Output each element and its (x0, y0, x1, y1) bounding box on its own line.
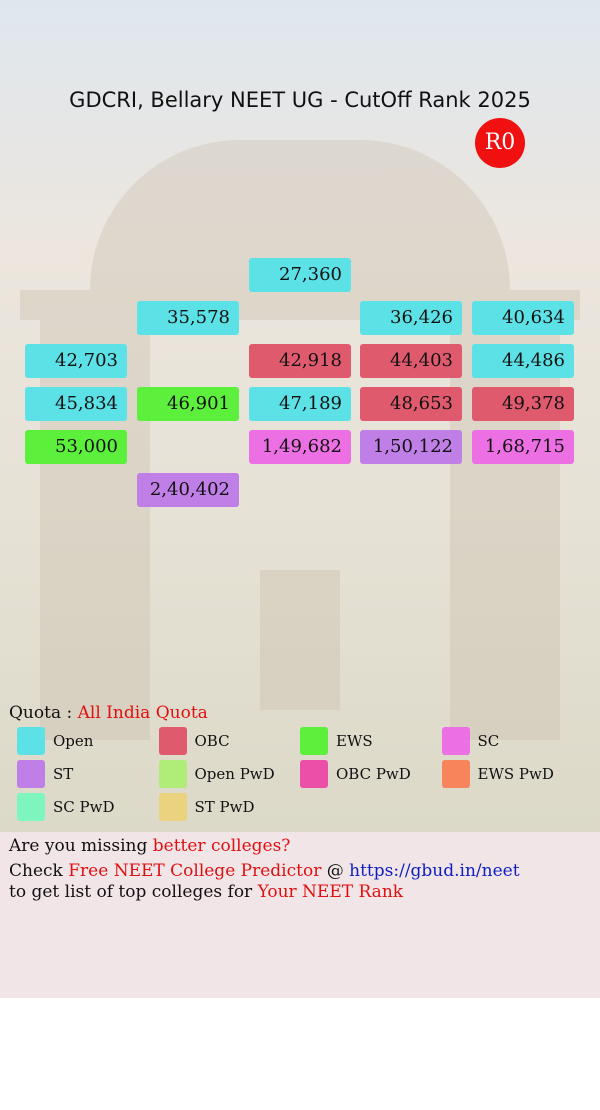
rank-cell: 1,50,122 (360, 430, 462, 464)
quota-value: All India Quota (77, 703, 208, 723)
rank-cell: 45,834 (25, 387, 127, 421)
text: Check (9, 861, 63, 881)
text: Are you missing (9, 836, 148, 856)
round-badge: R0 (475, 118, 525, 168)
rank-cell: 53,000 (25, 430, 127, 464)
rank-cell: 44,403 (360, 344, 462, 378)
legend-swatch (158, 727, 187, 755)
footer: Are you missing better colleges? Check F… (0, 832, 600, 998)
legend-label: OBC PwD (336, 765, 411, 783)
legend-label: EWS (336, 732, 373, 750)
legend-swatch (441, 760, 470, 788)
legend-label: EWS PwD (477, 765, 554, 783)
legend-label: Open (53, 732, 94, 750)
highlight: better colleges? (152, 836, 291, 856)
rank-cell: 47,189 (249, 387, 351, 421)
rank-cell: 1,68,715 (472, 430, 574, 464)
title: GDCRI, Bellary NEET UG - CutOff Rank 202… (69, 88, 531, 112)
building (260, 570, 340, 710)
legend-label: SC (477, 732, 500, 750)
legend-swatch (17, 760, 45, 788)
rank-cell: 42,703 (25, 344, 127, 378)
footer-line: Are you missing better colleges? (9, 836, 290, 856)
legend-label: ST (53, 765, 74, 783)
footer-line: to get list of top colleges for Your NEE… (9, 882, 403, 902)
link[interactable]: Your NEET Rank (257, 882, 404, 902)
rank-cell: 2,40,402 (137, 473, 239, 507)
quota-line: Quota : All India Quota (9, 703, 208, 723)
link[interactable]: Free NEET College Predictor (68, 861, 322, 881)
legend-label: Open PwD (194, 765, 275, 783)
rank-cell: 1,49,682 (249, 430, 351, 464)
legend-swatch (17, 793, 45, 821)
rank-cell: 35,578 (137, 301, 239, 335)
legend-label: SC PwD (53, 798, 115, 816)
legend-swatch (300, 760, 328, 788)
legend-label: OBC (194, 732, 230, 750)
legend-swatch (158, 793, 187, 821)
legend-swatch (158, 760, 187, 788)
rank-cell: 42,918 (249, 344, 351, 378)
rank-cell: 49,378 (472, 387, 574, 421)
rank-cell: 46,901 (137, 387, 239, 421)
legend-label: ST PwD (194, 798, 255, 816)
rank-cell: 36,426 (360, 301, 462, 335)
text: to get list of top colleges for (9, 882, 253, 902)
right-pillar (450, 320, 560, 740)
legend-swatch (441, 727, 470, 755)
left-pillar (40, 320, 150, 740)
legend-swatch (300, 727, 328, 755)
footer-line: Check Free NEET College Predictor @ http… (9, 861, 520, 881)
legend-swatch (17, 727, 45, 755)
rank-cell: 48,653 (360, 387, 462, 421)
text: @ (326, 861, 344, 881)
rank-cell: 27,360 (249, 258, 351, 292)
rank-cell: 44,486 (472, 344, 574, 378)
quota-label: Quota : (9, 703, 73, 723)
rank-cell: 40,634 (472, 301, 574, 335)
url-link[interactable]: https://gbud.in/neet (349, 861, 520, 881)
